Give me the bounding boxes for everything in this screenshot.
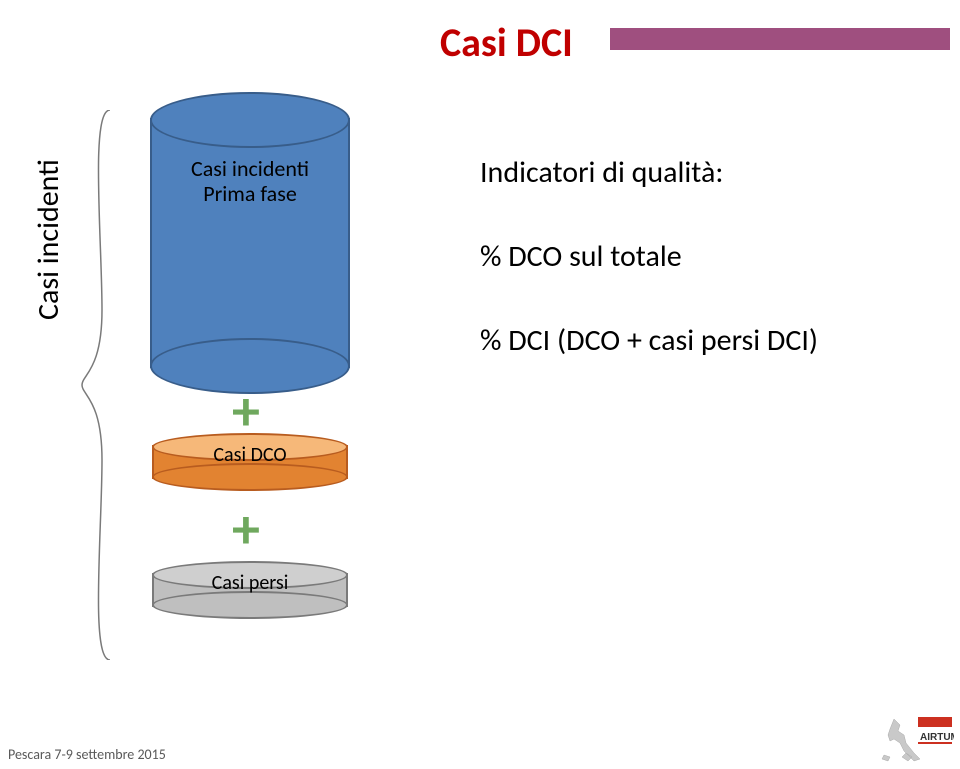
indicators-line2: % DCI (DCO + casi persi DCI) (480, 323, 910, 359)
curly-brace-icon (80, 110, 116, 660)
cylinder-orange-label: Casi DCO (152, 443, 348, 467)
cylinder-casi-persi: Casi persi (152, 573, 348, 607)
plus-icon: + (232, 384, 260, 440)
y-axis-label: Casi incidenti (30, 159, 67, 320)
logo-text: AIRTUM (920, 732, 954, 743)
plus-icon: + (232, 502, 260, 558)
page-title: Casi DCI (440, 18, 573, 67)
cylinder-blue-line2: Prima fase (203, 180, 297, 207)
cylinder-casi-dco: Casi DCO (152, 445, 348, 479)
indicators-heading: Indicatori di qualità: (480, 155, 910, 191)
cylinder-blue-line1: Casi incidenti (191, 155, 309, 182)
airtum-logo: AIRTUM (834, 715, 954, 765)
footer-text: Pescara 7-9 settembre 2015 (8, 746, 166, 763)
indicators-line1: % DCO sul totale (480, 239, 910, 275)
cylinder-grey-label: Casi persi (152, 571, 348, 595)
indicators-block: Indicatori di qualità: % DCO sul totale … (480, 155, 910, 407)
cylinder-casi-incidenti: Casi incidenti Prima fase (150, 118, 350, 368)
title-accent-bar (610, 28, 950, 50)
